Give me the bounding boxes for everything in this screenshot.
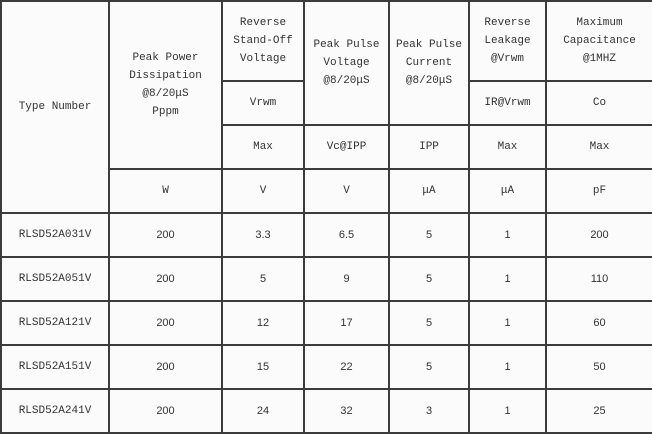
value-cell: 5 — [221, 256, 305, 302]
table-row: RLSD52A241V 200 24 32 3 1 25 — [0, 388, 652, 434]
value-cell: 200 — [108, 256, 223, 302]
header-max: Max — [468, 124, 547, 170]
header-peak-pulse-voltage: Peak Pulse Voltage @8/20μS — [303, 0, 390, 126]
header-vc-ipp: Vc@IPP — [303, 124, 390, 170]
type-number-cell: RLSD52A121V — [0, 300, 110, 346]
value-cell: 3.3 — [221, 212, 305, 258]
value-cell: 1 — [468, 388, 547, 434]
value-cell: 3 — [388, 388, 470, 434]
value-cell: 1 — [468, 256, 547, 302]
value-cell: 1 — [468, 344, 547, 390]
type-number-cell: RLSD52A051V — [0, 256, 110, 302]
unit-cell: W — [108, 168, 223, 214]
header-max: Max — [545, 124, 652, 170]
type-number-cell: RLSD52A241V — [0, 388, 110, 434]
value-cell: 5 — [388, 256, 470, 302]
unit-cell: pF — [545, 168, 652, 214]
value-cell: 200 — [545, 212, 652, 258]
value-cell: 200 — [108, 300, 223, 346]
value-cell: 15 — [221, 344, 305, 390]
value-cell: 1 — [468, 212, 547, 258]
value-cell: 5 — [388, 300, 470, 346]
header-peak-power: Peak Power Dissipation @8/20μS Pppm — [108, 0, 223, 170]
header-reverse-leakage: Reverse Leakage @Vrwm — [468, 0, 547, 82]
value-cell: 1 — [468, 300, 547, 346]
header-max-capacitance: Maximum Capacitance @1MHZ — [545, 0, 652, 82]
value-cell: 50 — [545, 344, 652, 390]
header-ipp: IPP — [388, 124, 470, 170]
value-cell: 60 — [545, 300, 652, 346]
table-row: RLSD52A121V 200 12 17 5 1 60 — [0, 300, 652, 346]
unit-cell: V — [303, 168, 390, 214]
header-reverse-standoff: Reverse Stand-Off Voltage — [221, 0, 305, 82]
unit-cell: μA — [388, 168, 470, 214]
value-cell: 25 — [545, 388, 652, 434]
header-peak-pulse-current: Peak Pulse Current @8/20μS — [388, 0, 470, 126]
table-row: RLSD52A051V 200 5 9 5 1 110 — [0, 256, 652, 302]
value-cell: 200 — [108, 388, 223, 434]
value-cell: 5 — [388, 212, 470, 258]
value-cell: 22 — [303, 344, 390, 390]
header-max: Max — [221, 124, 305, 170]
value-cell: 6.5 — [303, 212, 390, 258]
table-row: RLSD52A151V 200 15 22 5 1 50 — [0, 344, 652, 390]
header-vrwm: Vrwm — [221, 80, 305, 126]
table-row: RLSD52A031V 200 3.3 6.5 5 1 200 — [0, 212, 652, 258]
value-cell: 5 — [388, 344, 470, 390]
value-cell: 110 — [545, 256, 652, 302]
value-cell: 9 — [303, 256, 390, 302]
value-cell: 200 — [108, 212, 223, 258]
type-number-cell: RLSD52A031V — [0, 212, 110, 258]
value-cell: 12 — [221, 300, 305, 346]
value-cell: 32 — [303, 388, 390, 434]
value-cell: 17 — [303, 300, 390, 346]
header-type-number: Type Number — [0, 0, 110, 214]
unit-cell: μA — [468, 168, 547, 214]
header-ir-vrwm: IR@Vrwm — [468, 80, 547, 126]
value-cell: 24 — [221, 388, 305, 434]
unit-cell: V — [221, 168, 305, 214]
header-co: Co — [545, 80, 652, 126]
type-number-cell: RLSD52A151V — [0, 344, 110, 390]
value-cell: 200 — [108, 344, 223, 390]
